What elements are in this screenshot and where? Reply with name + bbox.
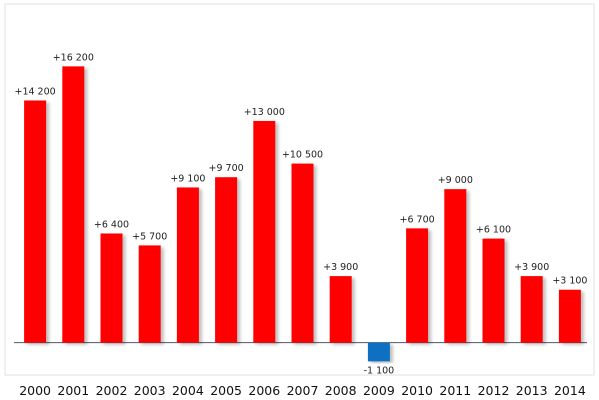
x-tick-label: 2013 xyxy=(516,383,548,398)
bar xyxy=(520,276,543,343)
x-tick-label: 2002 xyxy=(96,383,128,398)
bar xyxy=(367,342,390,362)
x-tick-label: 2011 xyxy=(439,383,471,398)
value-label: +3 900 xyxy=(323,262,358,273)
value-label: +16 200 xyxy=(53,52,94,63)
bar xyxy=(215,177,238,343)
x-tick-label: 2001 xyxy=(57,383,89,398)
bar xyxy=(558,289,581,343)
bar xyxy=(406,228,429,343)
x-tick-label: 2003 xyxy=(134,383,166,398)
bar xyxy=(138,245,161,343)
bar xyxy=(482,238,505,343)
value-label: +5 700 xyxy=(132,231,167,242)
bar xyxy=(176,187,199,343)
bar xyxy=(253,120,276,343)
value-label: +9 100 xyxy=(170,173,205,184)
bar xyxy=(329,276,352,343)
value-label: +10 500 xyxy=(282,150,323,161)
x-tick-label: 2000 xyxy=(19,383,51,398)
x-tick-label: 2009 xyxy=(363,383,395,398)
x-tick-label: 2004 xyxy=(172,383,204,398)
bar xyxy=(100,233,123,343)
value-label: +14 200 xyxy=(14,86,55,97)
bar xyxy=(291,163,314,343)
x-tick-label: 2014 xyxy=(554,383,586,398)
value-label: +13 000 xyxy=(244,107,285,118)
value-label: +3 900 xyxy=(514,262,549,273)
x-tick-label: 2006 xyxy=(248,383,280,398)
bar xyxy=(444,189,467,343)
x-tick-label: 2007 xyxy=(287,383,319,398)
x-tick-label: 2008 xyxy=(325,383,357,398)
value-label: +6 700 xyxy=(400,214,435,225)
value-label: -1 100 xyxy=(364,365,395,376)
x-tick-label: 2012 xyxy=(478,383,510,398)
value-label: +9 000 xyxy=(438,175,473,186)
bar xyxy=(24,100,47,343)
plot-frame xyxy=(4,3,595,376)
value-label: +6 100 xyxy=(476,225,511,236)
value-label: +9 700 xyxy=(209,163,244,174)
value-label: +6 400 xyxy=(94,219,129,230)
x-tick-label: 2010 xyxy=(401,383,433,398)
value-label: +3 100 xyxy=(552,276,587,287)
bar xyxy=(62,66,85,343)
x-tick-label: 2005 xyxy=(210,383,242,398)
